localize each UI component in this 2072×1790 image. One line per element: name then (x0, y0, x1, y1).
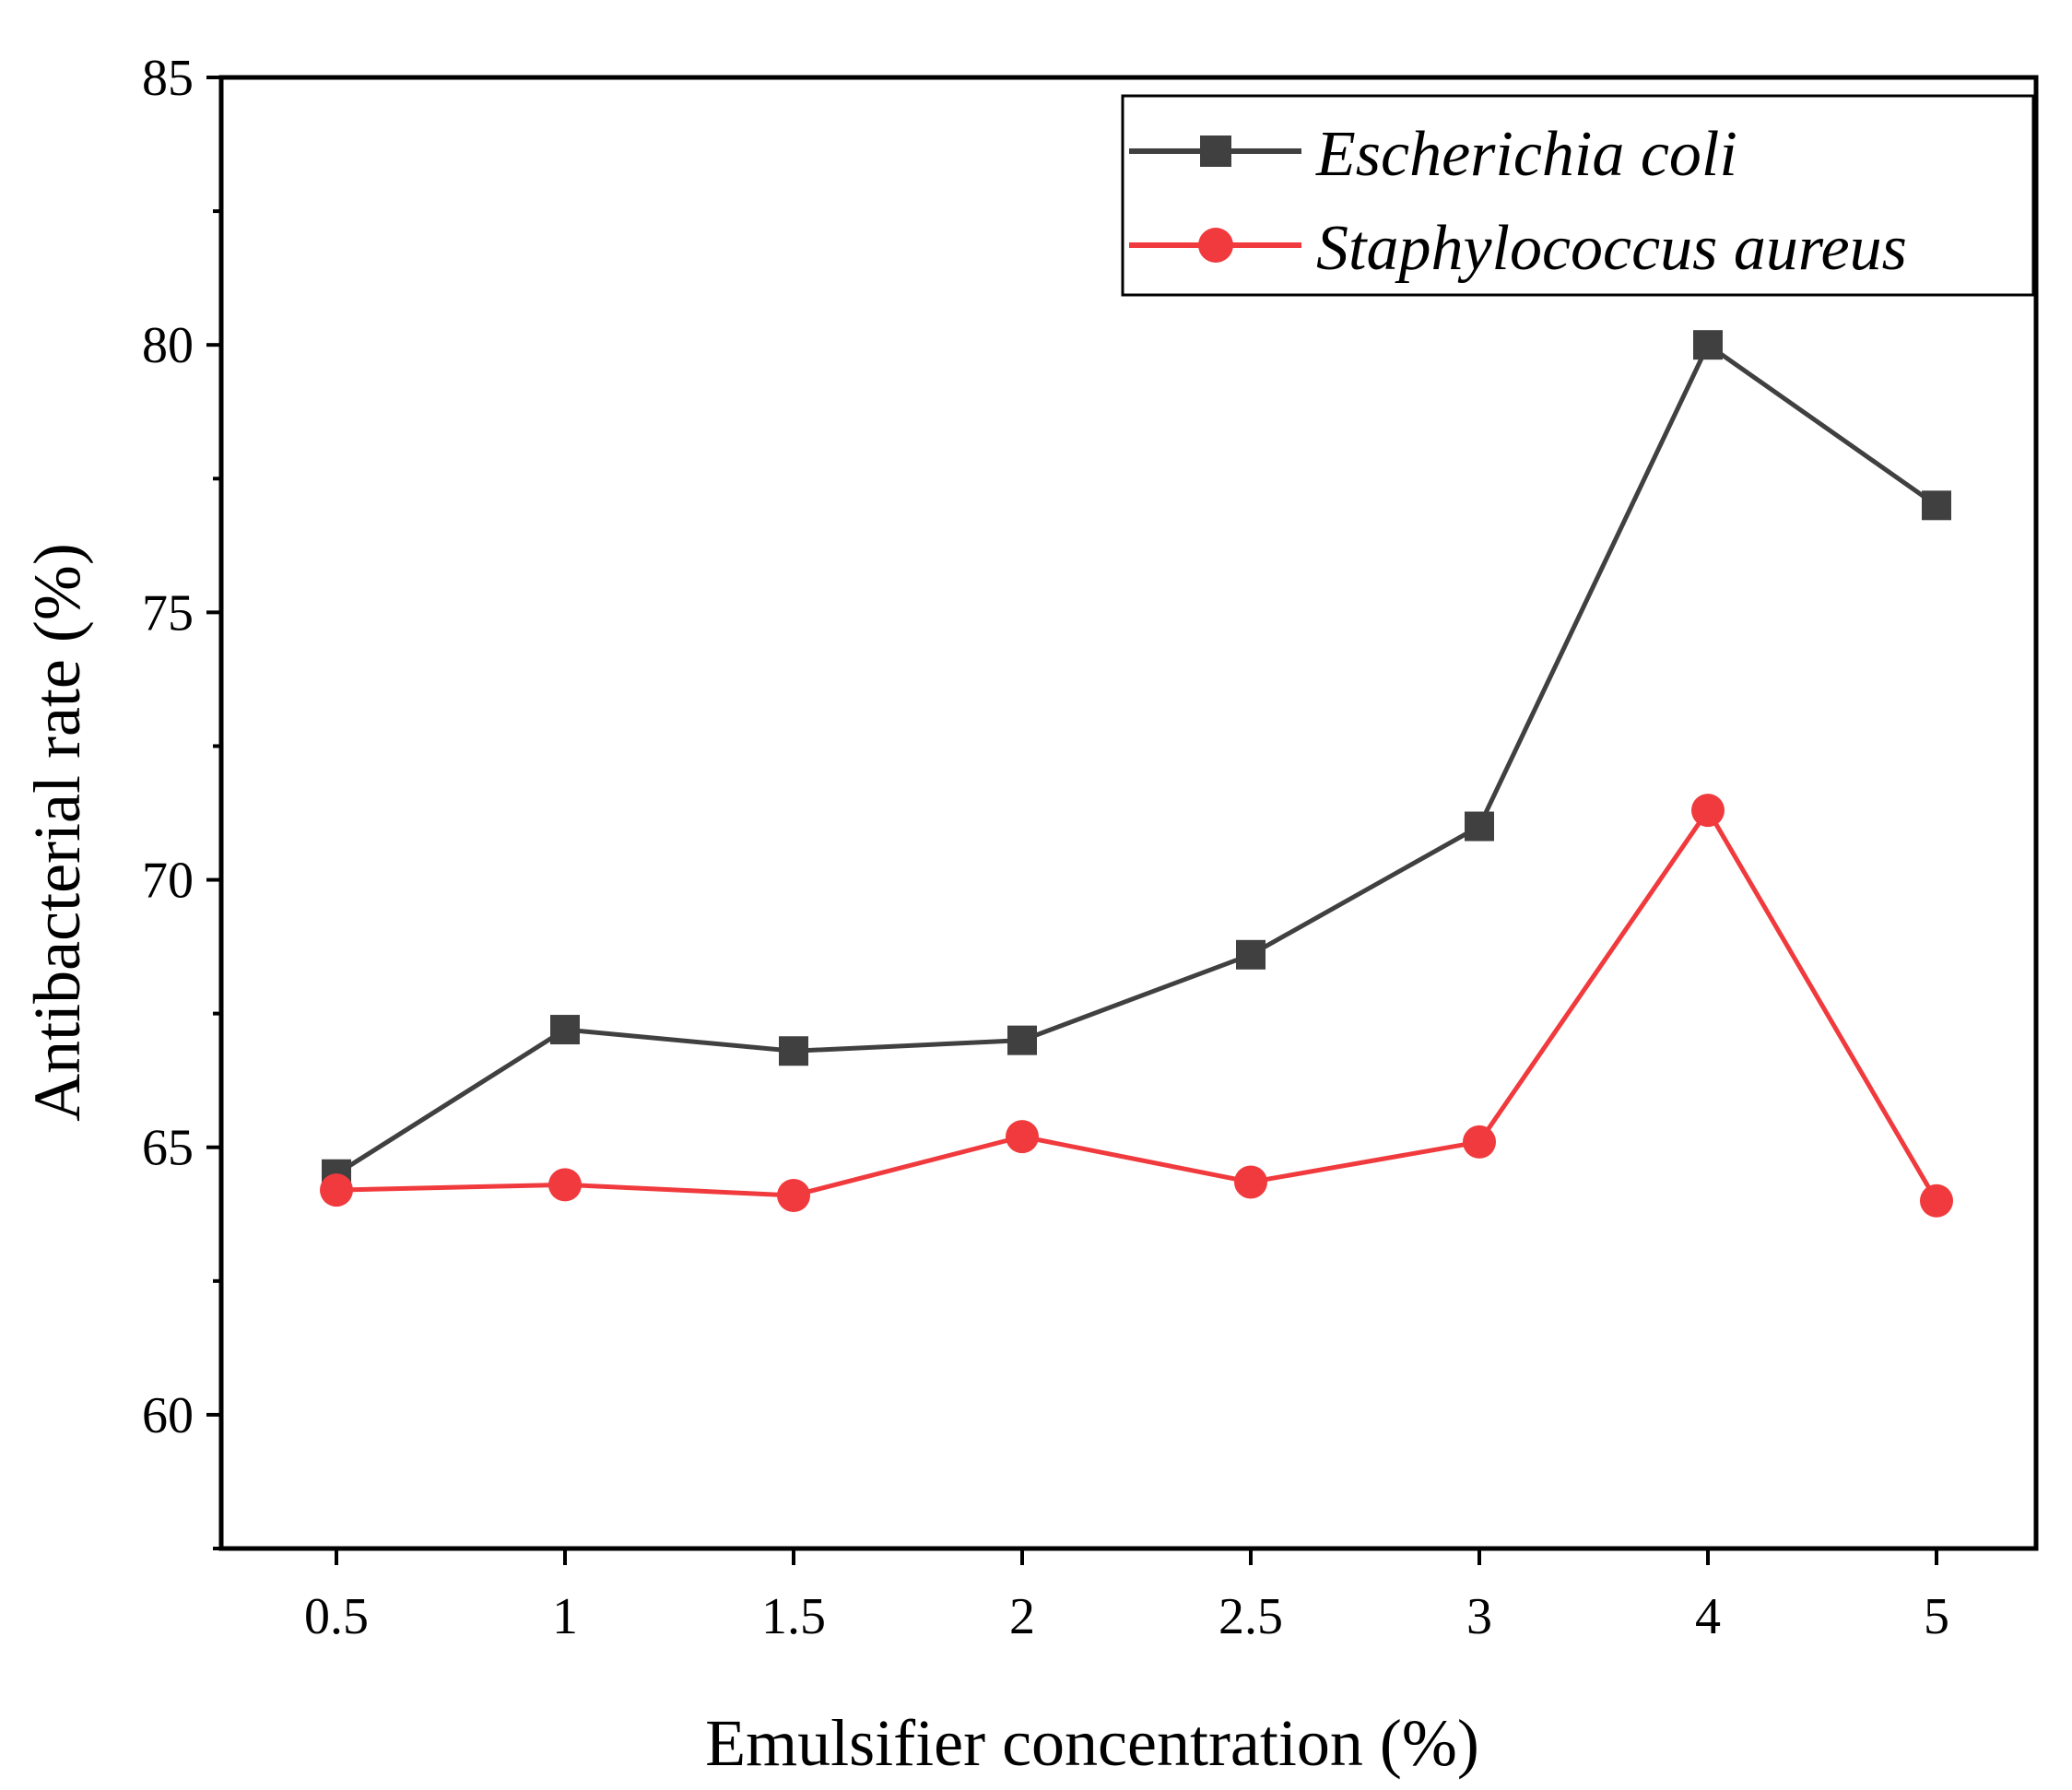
data-point-staphylococcus-aureus (1920, 1184, 1953, 1218)
series-line-staphylococcus-aureus (336, 807, 1939, 1203)
y-axis-title: Antibacterial rate (%) (20, 543, 94, 1122)
data-point-escherichia-coli (1693, 330, 1723, 360)
y-tick-label: 80 (142, 317, 194, 374)
x-tick-label: 2 (1009, 1588, 1035, 1645)
legend-label-staphylococcus-aureus: Staphylococcus aureus (1316, 213, 1907, 284)
x-axis-title: Emulsifier concentration (%) (705, 1706, 1479, 1780)
data-point-escherichia-coli (779, 1036, 808, 1066)
x-tick-label: 0.5 (304, 1588, 369, 1645)
data-point-escherichia-coli (1465, 811, 1494, 842)
x-tick-label: 1.5 (761, 1588, 826, 1645)
data-point-staphylococcus-aureus (1463, 1125, 1496, 1159)
axes: 60 65 70 75 80 85 0.5 1 1.5 2 2.5 3 4 5 (142, 50, 2039, 1645)
y-tick-label: 60 (142, 1387, 194, 1444)
x-tick-label: 4 (1695, 1588, 1721, 1645)
legend-marker-escherichia-coli (1200, 135, 1231, 167)
legend-marker-staphylococcus-aureus (1198, 228, 1233, 263)
series-layer (320, 330, 1953, 1218)
x-tick-label: 5 (1924, 1588, 1949, 1645)
y-tick-label: 85 (142, 50, 194, 107)
data-point-staphylococcus-aureus (320, 1173, 353, 1207)
data-point-escherichia-coli (1236, 939, 1266, 970)
data-point-staphylococcus-aureus (777, 1178, 810, 1212)
data-point-staphylococcus-aureus (1006, 1120, 1039, 1154)
y-tick-label: 65 (142, 1120, 194, 1177)
plot-frame (218, 75, 2039, 1551)
legend-label-escherichia-coli: Escherichia coli (1315, 119, 1737, 190)
data-point-staphylococcus-aureus (1691, 794, 1725, 828)
series-line-escherichia-coli (335, 342, 1938, 1176)
data-point-staphylococcus-aureus (1234, 1165, 1267, 1199)
x-tick-label: 2.5 (1218, 1588, 1283, 1645)
data-point-escherichia-coli (1922, 490, 1951, 521)
data-point-escherichia-coli (550, 1015, 580, 1045)
legend: Escherichia coli Staphylococcus aureus (1121, 94, 2035, 297)
x-tick-label: 1 (552, 1588, 578, 1645)
legend-box (1121, 94, 2035, 297)
x-tick-label: 3 (1466, 1588, 1492, 1645)
y-tick-label: 70 (142, 853, 194, 910)
data-point-staphylococcus-aureus (548, 1168, 582, 1202)
data-point-escherichia-coli (1007, 1025, 1037, 1055)
y-tick-label: 75 (142, 584, 194, 642)
